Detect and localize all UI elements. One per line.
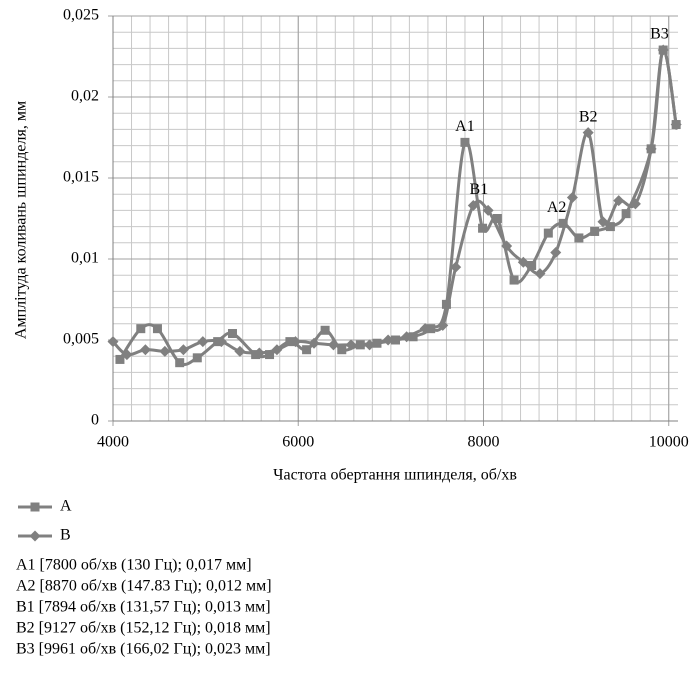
marker: [107, 336, 119, 348]
annotation: A1: [455, 118, 475, 135]
marker: [645, 143, 657, 155]
marker: [175, 358, 185, 368]
marker: [265, 350, 275, 360]
marker: [285, 337, 295, 347]
marker: [582, 127, 594, 139]
marker: [527, 260, 537, 270]
annotation: B1: [470, 181, 489, 198]
x-tick-label: 4000: [97, 434, 129, 451]
x-tick-label: 10000: [649, 434, 689, 451]
marker: [364, 339, 376, 351]
marker: [227, 329, 237, 339]
legend-label: B: [60, 527, 71, 544]
legend-label: A: [60, 498, 72, 515]
marker: [289, 336, 301, 348]
y-tick-label: 0,025: [63, 7, 99, 24]
marker: [302, 345, 312, 355]
marker: [478, 223, 488, 233]
marker: [450, 261, 462, 273]
marker: [419, 323, 431, 335]
x-tick-label: 6000: [282, 434, 314, 451]
marker: [597, 216, 609, 228]
y-axis-label: Амплітуда коливань шпинделя, мм: [13, 101, 30, 339]
marker: [558, 218, 568, 228]
y-tick-label: 0,015: [63, 169, 99, 186]
marker: [501, 240, 513, 252]
note: B3 [9961 об/хв (166,02 Гц); 0,023 мм]: [16, 641, 271, 658]
marker: [345, 339, 357, 351]
note: A1 [7800 об/хв (130 Гц); 0,017 мм]: [16, 557, 252, 574]
marker: [30, 502, 40, 512]
marker: [382, 334, 394, 346]
marker: [670, 119, 682, 131]
marker: [613, 195, 625, 207]
marker: [590, 226, 600, 236]
marker: [159, 345, 171, 357]
marker: [467, 200, 479, 212]
y-tick-label: 0: [91, 412, 99, 429]
annotation: B3: [650, 26, 669, 43]
marker: [192, 353, 202, 363]
marker: [115, 354, 125, 364]
y-tick-label: 0,005: [63, 331, 99, 348]
marker: [234, 345, 246, 357]
note: B2 [9127 об/хв (152,12 Гц); 0,018 мм]: [16, 620, 271, 637]
marker: [29, 530, 41, 542]
y-tick-label: 0,02: [71, 88, 99, 105]
x-axis-label: Частота обертання шпинделя, об/хв: [273, 467, 517, 484]
note: A2 [8870 об/хв (147.83 Гц); 0,012 мм]: [16, 578, 272, 595]
series-line: [111, 48, 678, 357]
marker: [574, 233, 584, 243]
marker: [629, 198, 641, 210]
marker: [139, 344, 151, 356]
marker: [437, 319, 449, 331]
marker: [177, 344, 189, 356]
marker: [136, 324, 146, 334]
marker: [215, 336, 227, 348]
marker: [271, 344, 283, 356]
marker: [121, 349, 133, 361]
marker: [621, 209, 631, 219]
x-tick-label: 8000: [467, 434, 499, 451]
marker: [253, 347, 265, 359]
marker: [543, 228, 553, 238]
note: B1 [7894 об/хв (131,57 Гц); 0,013 мм]: [16, 599, 271, 616]
marker: [152, 324, 162, 334]
marker: [197, 336, 209, 348]
marker: [308, 337, 320, 349]
marker: [550, 247, 562, 259]
marker: [408, 332, 418, 342]
marker: [327, 339, 339, 351]
marker: [482, 204, 494, 216]
y-tick-label: 0,01: [71, 250, 99, 267]
marker: [657, 44, 669, 56]
marker: [401, 331, 413, 343]
marker: [517, 256, 529, 268]
marker: [492, 214, 502, 223]
marker: [460, 137, 470, 147]
marker: [320, 325, 330, 335]
marker: [337, 345, 347, 355]
marker: [605, 222, 615, 232]
marker: [566, 191, 578, 203]
marker: [534, 268, 546, 280]
annotation: B2: [579, 108, 598, 125]
annotation: A2: [547, 199, 567, 216]
marker: [441, 299, 451, 309]
marker: [509, 275, 519, 285]
